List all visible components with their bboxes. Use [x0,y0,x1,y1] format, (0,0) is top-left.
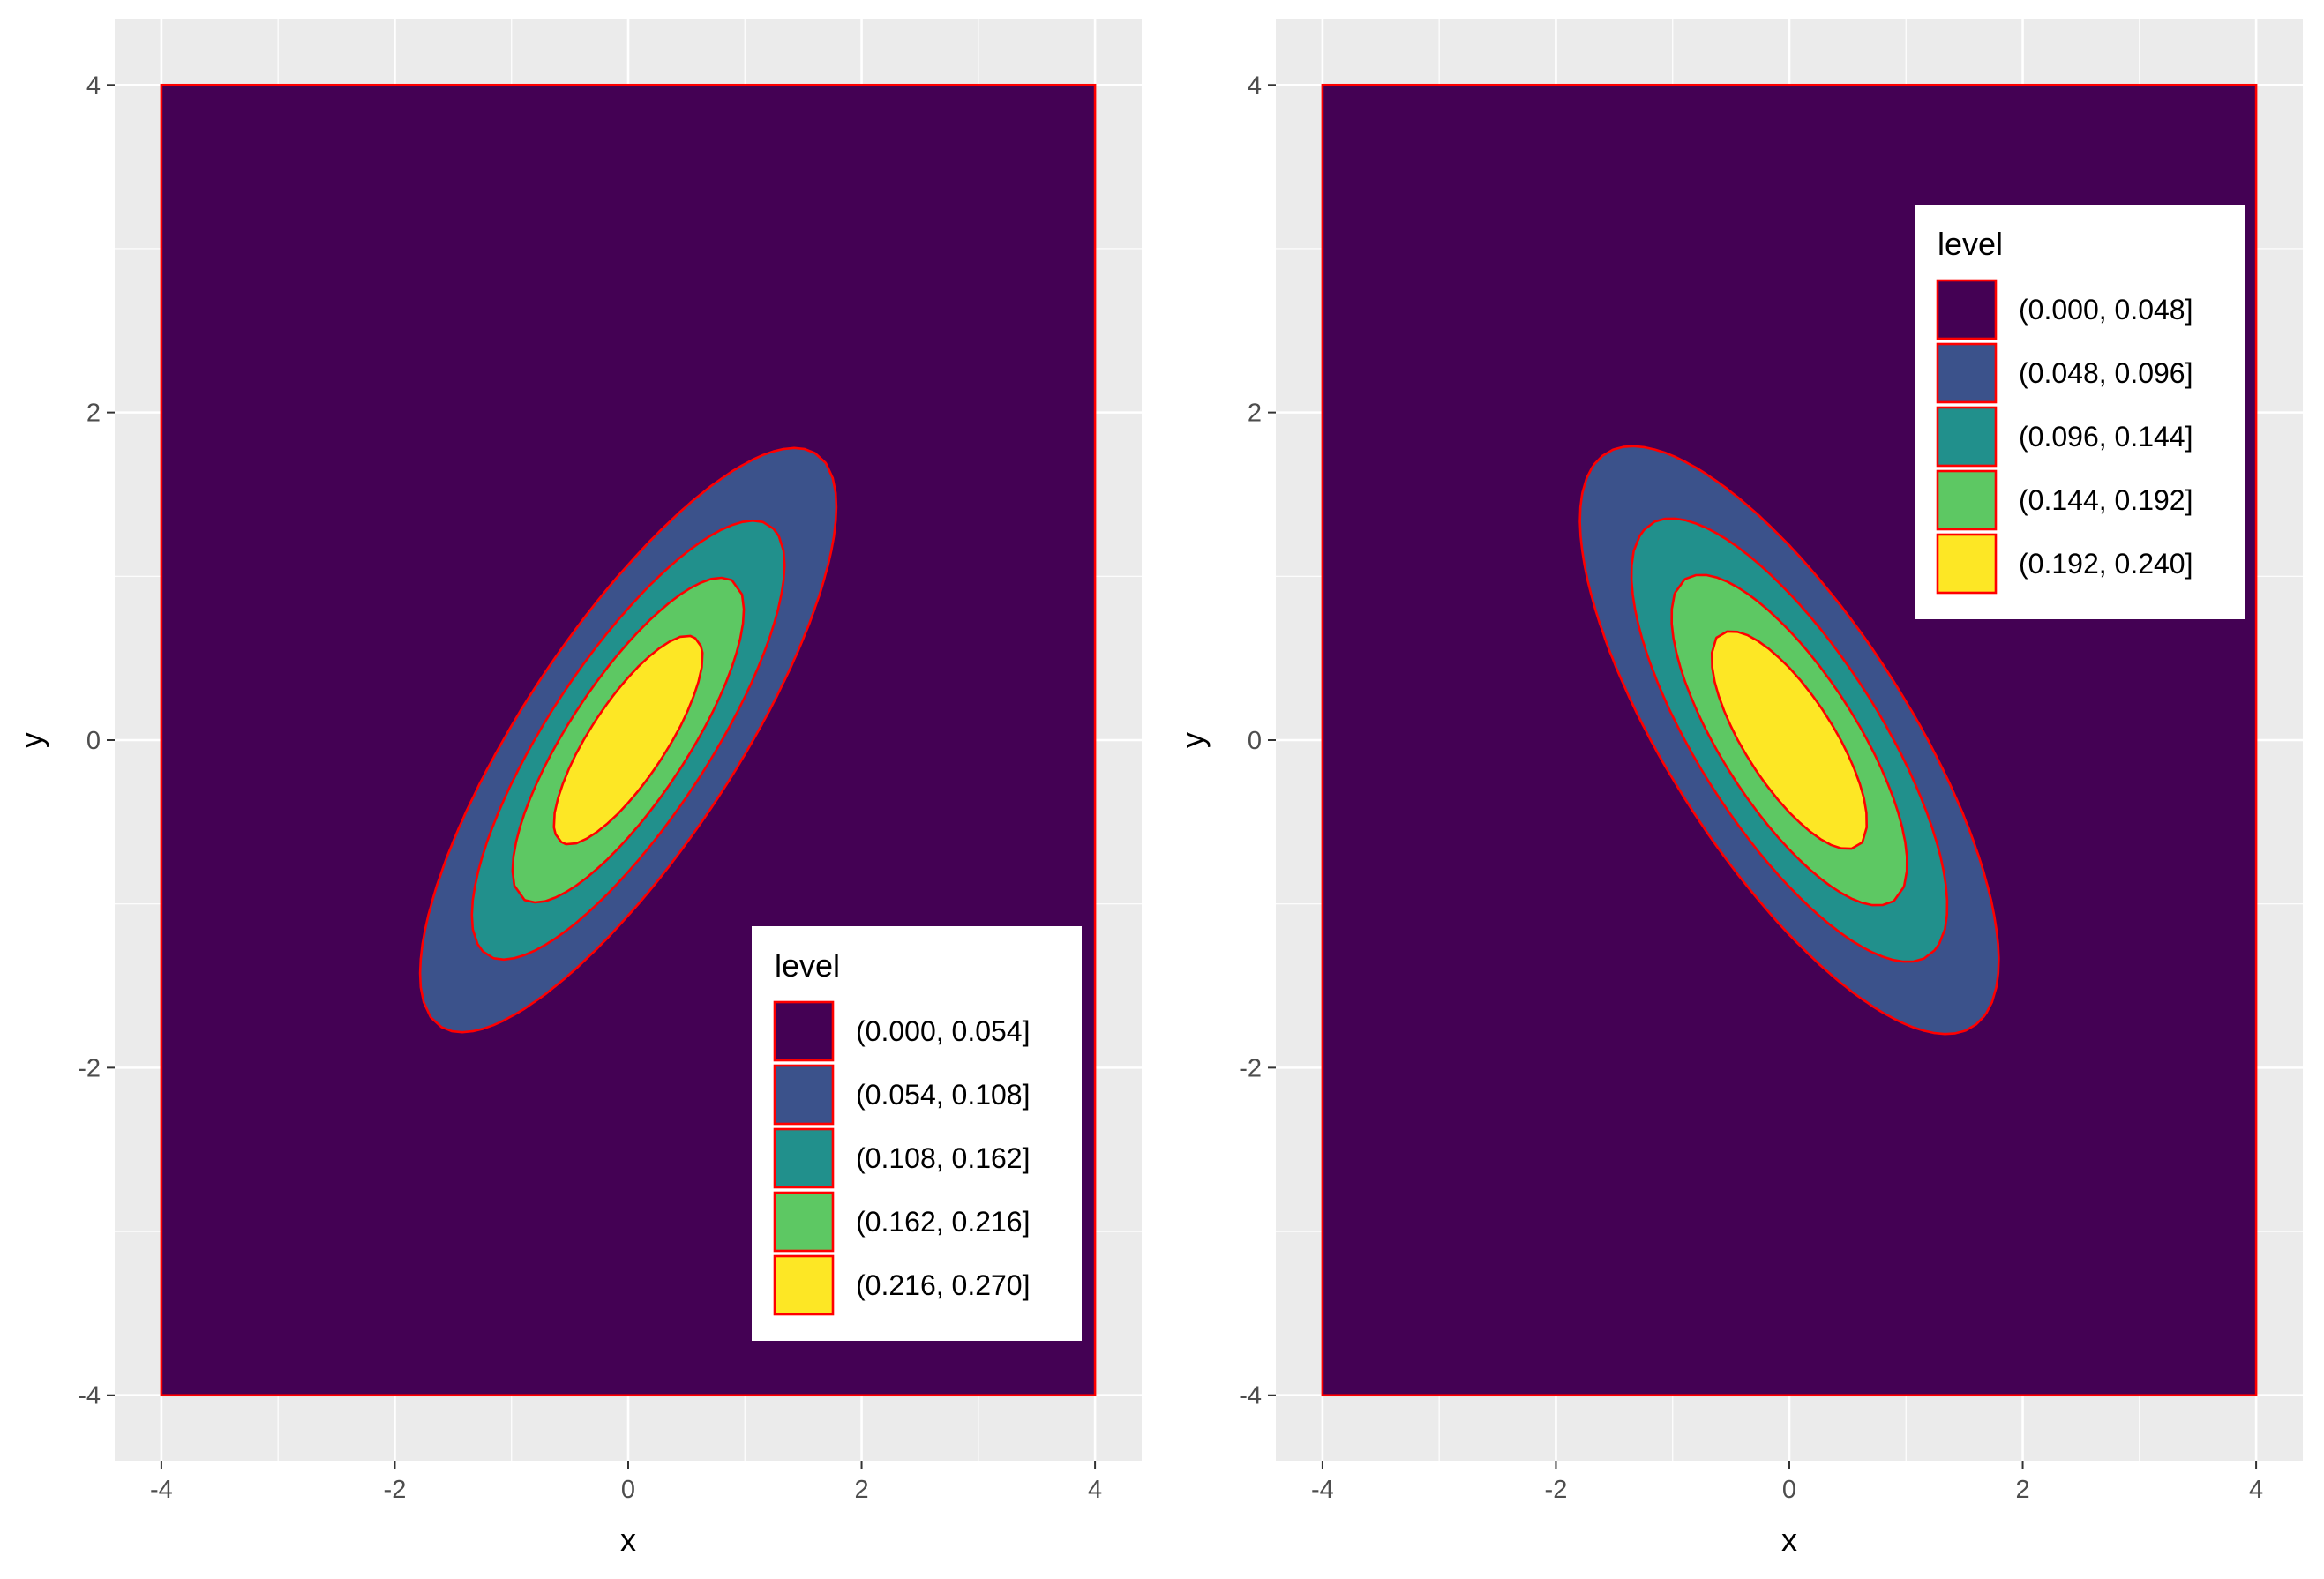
y-axis-title: y [13,732,49,748]
x-axis-title: x [1781,1522,1797,1558]
x-tick-label: -2 [384,1476,407,1504]
right-contour-chart: -4 -2 0 2 4 -4 -2 0 2 4 x y level (0.000, 0.048] (0.04… [1174,19,2303,1558]
x-tick-label: 4 [1088,1476,1102,1504]
legend-label: (0.192, 0.240] [2019,548,2193,580]
legend: level (0.000, 0.054] (0.054, 0.108] (0.108,… [752,926,1082,1341]
legend-label: (0.000, 0.048] [2019,294,2193,326]
legend-label: (0.216, 0.270] [856,1269,1030,1301]
x-axis-title: x [620,1522,636,1558]
y-axis-title: y [1174,732,1211,748]
legend-label: (0.000, 0.054] [856,1015,1030,1047]
y-tick-label: 0 [86,727,101,755]
x-tick-label: 2 [854,1476,868,1504]
legend-label: (0.144, 0.192] [2019,484,2193,516]
legend-key [1936,279,1998,340]
contour-band-5 [552,634,704,846]
legend-label: (0.096, 0.144] [2019,421,2193,453]
left-contour-chart: -4 -2 0 2 4 -4 -2 0 2 4 x y level (0.000, 0.054] (0.05… [13,19,1142,1558]
x-tick-label: 0 [621,1476,635,1504]
x-tick-label: -4 [150,1476,173,1504]
x-tick-label: 0 [1782,1476,1796,1504]
legend: level (0.000, 0.048] (0.048, 0.096] (0.096,… [1915,205,2245,619]
y-tick-label: 0 [1248,727,1262,755]
legend-key [773,1127,835,1189]
legend-key [773,1254,835,1316]
y-tick-label: 2 [1248,400,1262,428]
x-tick-label: -4 [1311,1476,1334,1504]
x-tick-label: 2 [2015,1476,2029,1504]
contour-band-5 [1711,630,1868,850]
legend-label: (0.162, 0.216] [856,1206,1030,1238]
legend-label: (0.048, 0.096] [2019,357,2193,389]
y-tick-label: -2 [78,1054,101,1082]
legend-key [773,1064,835,1126]
y-tick-label: 4 [1248,71,1262,100]
legend-key [1936,469,1998,531]
legend-title: level [775,947,840,984]
x-tick-label: 4 [2249,1476,2263,1504]
legend-key [1936,406,1998,468]
legend-label: (0.108, 0.162] [856,1142,1030,1174]
legend-key [1936,342,1998,404]
y-tick-label: -4 [1239,1382,1262,1411]
y-tick-label: 2 [86,400,101,428]
legend-key [773,1191,835,1253]
legend-label: (0.054, 0.108] [856,1079,1030,1111]
legend-title: level [1938,226,2003,262]
x-tick-label: -2 [1545,1476,1568,1504]
legend-key [1936,533,1998,595]
y-tick-label: 4 [86,71,101,100]
legend-key [773,1000,835,1062]
y-tick-label: -4 [78,1382,101,1411]
y-tick-label: -2 [1239,1054,1262,1082]
